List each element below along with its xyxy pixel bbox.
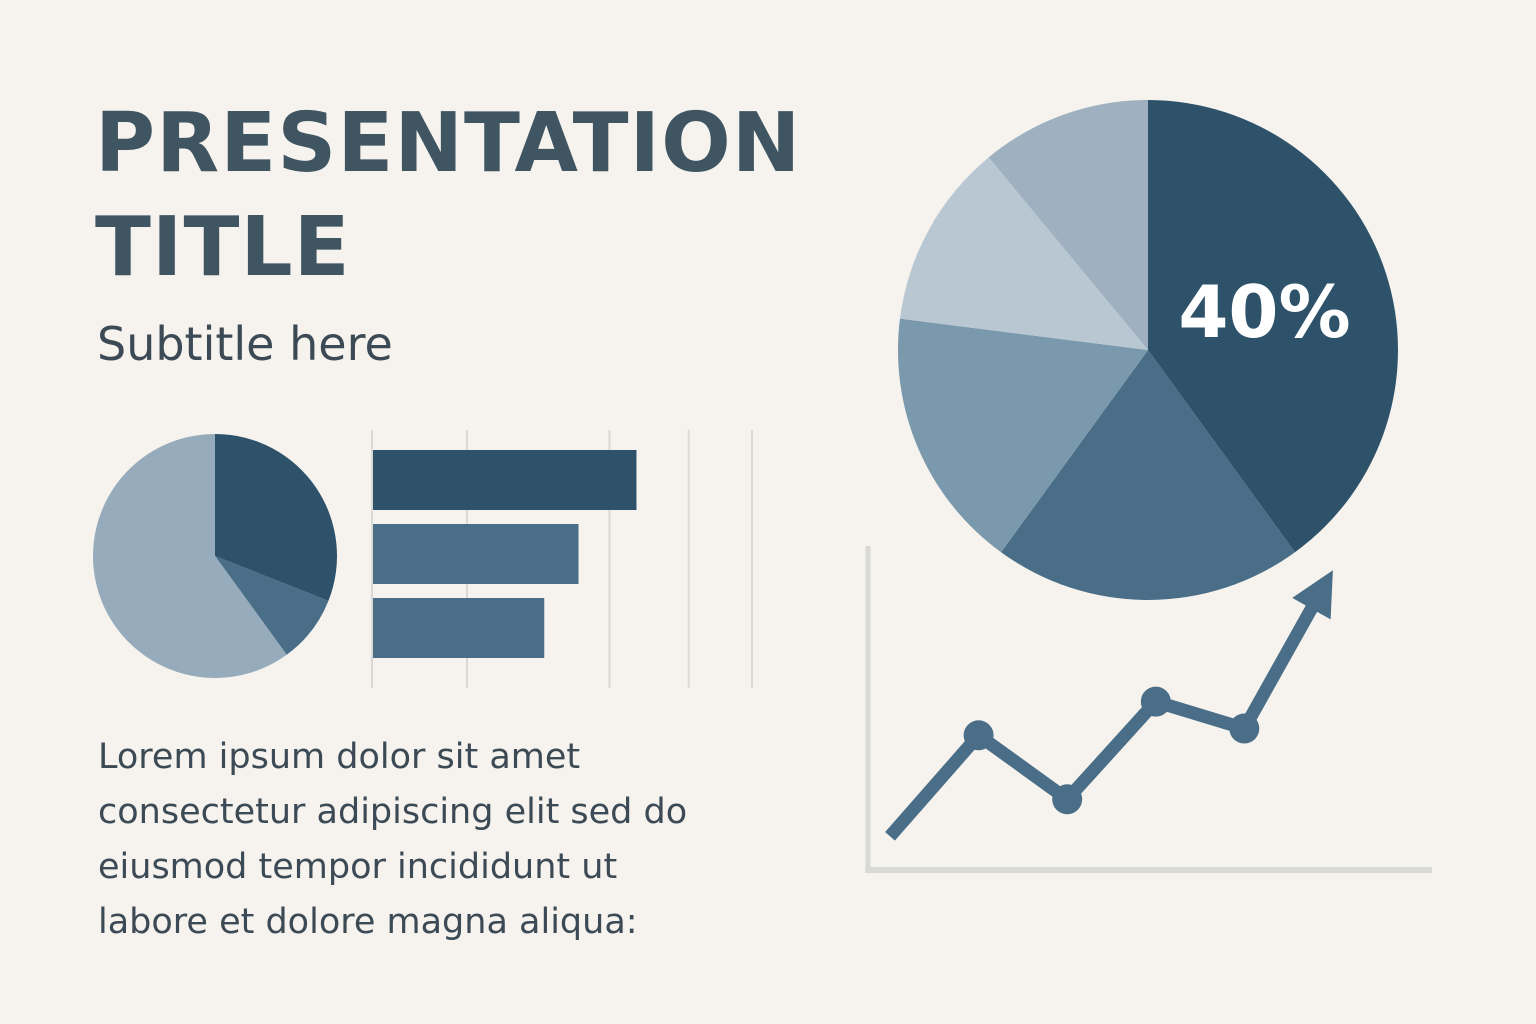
large-pie-slice-3 <box>897 318 1148 553</box>
small-pie-slice-3 <box>93 434 287 678</box>
large-pie-slice-1 <box>1148 100 1398 553</box>
large-pie-slice-5 <box>988 100 1148 350</box>
large-pie-slice-2 <box>1001 350 1295 600</box>
line-point-1 <box>963 720 994 751</box>
presentation-title: PRESENTATION TITLE <box>95 92 855 300</box>
bar-3 <box>373 598 545 658</box>
line-series <box>885 586 1328 841</box>
large-pie-chart: 40% <box>897 100 1398 600</box>
small-pie-slice-2 <box>215 556 329 655</box>
bar-chart <box>371 430 753 688</box>
bar-1 <box>373 450 637 510</box>
body-line-4: labore et dolore magna aliqua: <box>98 902 638 942</box>
line-arrowhead <box>1292 570 1333 620</box>
line-chart <box>865 546 1432 873</box>
body-line-3: eiusmod tempor incididunt ut <box>98 847 618 887</box>
large-pie-slice-4 <box>899 157 1148 350</box>
small-pie-chart <box>93 434 337 678</box>
line-point-2 <box>1052 784 1083 815</box>
body-text: Lorem ipsum dolor sit amet consectetur a… <box>98 730 798 950</box>
line-point-4 <box>1229 713 1260 744</box>
title-line-1: PRESENTATION <box>95 96 802 191</box>
line-point-3 <box>1140 686 1171 717</box>
body-line-1: Lorem ipsum dolor sit amet <box>98 737 581 777</box>
bar-2 <box>373 524 579 584</box>
subtitle: Subtitle here <box>97 317 393 371</box>
body-line-2: consectetur adipiscing elit sed do <box>98 792 688 832</box>
small-pie-slice-1 <box>215 434 337 601</box>
title-line-2: TITLE <box>95 200 351 295</box>
large-pie-label-1: 40% <box>1178 270 1350 354</box>
